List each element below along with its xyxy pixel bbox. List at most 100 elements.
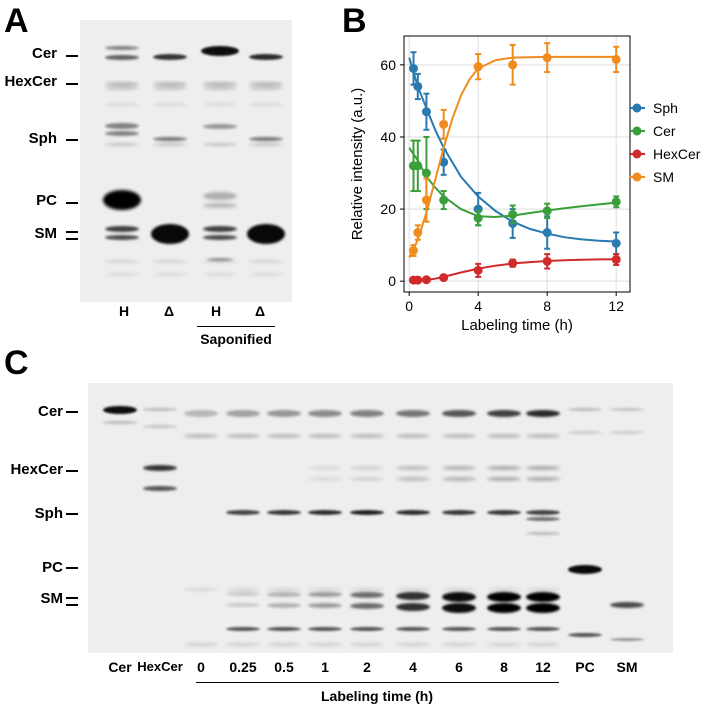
gel-c-band-sph <box>442 510 476 515</box>
gel-a-faint-band <box>153 260 187 263</box>
data-point-cer <box>473 213 483 223</box>
legend-label-sph: Sph <box>653 100 678 116</box>
panel-a-lipid-label-hexcer: HexCer <box>4 73 57 90</box>
legend-marker-cer <box>632 126 642 136</box>
x-axis-label: Labeling time (h) <box>461 317 573 334</box>
gel-c-band-hexcer <box>396 477 430 481</box>
series-line-cer <box>408 147 617 219</box>
gel-c-band-sph <box>396 510 430 515</box>
gel-a-faint-band <box>153 273 187 276</box>
gel-c-band-hexcer <box>308 477 342 481</box>
data-point-sm <box>611 54 621 64</box>
panel-c-gel <box>88 383 673 653</box>
gel-c-faint-band <box>308 588 342 591</box>
panel-c-lipid-tick-sm <box>66 597 78 599</box>
gel-a-faint-band <box>203 143 237 146</box>
gel-c-faint-band <box>184 588 218 591</box>
gel-a-band-sm <box>247 224 285 244</box>
gel-c-faint-band <box>267 643 301 646</box>
gel-a-faint-band <box>203 86 237 90</box>
gel-c-band-bottom <box>308 627 342 631</box>
gel-c-band-sm <box>226 603 260 607</box>
legend-marker-hexcer <box>632 149 642 159</box>
gel-a-faint-band <box>153 86 187 90</box>
gel-c-faint-band <box>350 588 384 591</box>
gel-a-band-sph <box>105 123 139 129</box>
gel-c-band-bottom <box>396 627 430 631</box>
panel-c-letter: C <box>4 344 29 382</box>
panel-c-lane-label-9: 8 <box>500 659 508 675</box>
gel-a-faint-band <box>105 273 139 276</box>
data-point-sm <box>508 60 518 70</box>
gel-a-band-cer <box>105 46 139 50</box>
panel-a-lane-label-0: H <box>118 303 130 319</box>
panel-a-lane-label-2: H <box>210 303 222 319</box>
gel-c-band-sph <box>526 517 560 521</box>
gel-a-band-hexcer <box>249 82 283 86</box>
data-point-sm <box>439 119 449 129</box>
gel-a-faint-band <box>203 103 237 106</box>
data-point-sm <box>542 53 552 63</box>
gel-c-band-sm <box>308 603 342 608</box>
gel-a-band-pc <box>203 203 237 208</box>
panel-a-lipid-label-sm: SM <box>34 225 58 242</box>
y-axis-label: Relative intensity (a.u.) <box>349 88 366 241</box>
panel-a-lipid-tick-sm-2 <box>66 238 78 240</box>
gel-a-band-pc <box>103 190 141 210</box>
panel-c-lipid-tick-hexcer <box>66 470 78 472</box>
data-point-hexcer <box>421 275 431 285</box>
panel-c-lane-label-0: Cer <box>108 659 132 675</box>
gel-c-band-sm <box>226 592 260 596</box>
gel-c-band-sph <box>350 510 384 515</box>
panel-c-lipid-tick-cer <box>66 411 78 413</box>
gel-c-faint-band <box>526 434 560 438</box>
gel-c-band-hexcer <box>350 477 384 481</box>
gel-c-band-sm <box>526 603 560 613</box>
gel-c-band-sm <box>350 592 384 598</box>
gel-c-faint-band <box>143 425 177 428</box>
gel-c-band-sph <box>267 510 301 515</box>
gel-c-faint-band <box>487 588 521 591</box>
gel-c-band-cer <box>350 410 384 417</box>
x-tick-label: 0 <box>405 298 413 314</box>
gel-c-band-hexcer <box>526 477 560 481</box>
gel-a-faint-band <box>249 103 283 106</box>
gel-a-band-sph <box>153 137 187 141</box>
panel-b-chart: 0 4 8 12 0 20 40 60 Labeling time (h) Relative in… <box>349 35 701 334</box>
gel-a-faint-band <box>249 273 283 276</box>
panel-c-lane-label-7: 4 <box>409 659 417 675</box>
panel-a-lipid-label-pc: PC <box>36 192 57 209</box>
labeling-time-bracket-line <box>196 682 559 683</box>
panel-a-letter: A <box>4 2 29 40</box>
gel-c-band-sm-std <box>610 602 644 608</box>
panel-c-lipid-tick-sm-2 <box>66 604 78 606</box>
gel-c-band-sm <box>396 603 430 611</box>
gel-a-band-cer <box>249 54 283 60</box>
y-tick-label: 60 <box>380 57 396 73</box>
panel-a-lipid-tick-pc <box>66 202 78 204</box>
gel-c-band-hexcer-std <box>143 486 177 491</box>
gel-c-band-hexcer <box>396 466 430 470</box>
gel-a-faint-band <box>203 273 237 276</box>
gel-a-faint-band <box>249 260 283 263</box>
gel-c-band-bottom <box>350 627 384 631</box>
gel-c-band-hexcer <box>526 466 560 470</box>
gel-c-faint-band <box>442 643 476 646</box>
gel-c-band-cer <box>308 410 342 417</box>
data-point-sph <box>421 107 431 117</box>
gel-c-band-hexcer <box>308 466 342 470</box>
gel-a-faint-band <box>105 86 139 90</box>
data-point-cer <box>508 209 518 219</box>
legend-marker-sm <box>632 172 642 182</box>
panel-c-lipid-label-sm: SM <box>40 590 64 607</box>
gel-a-faint-band <box>105 103 139 106</box>
panel-c-lipid-tick-pc <box>66 567 78 569</box>
x-tick-label: 12 <box>608 298 624 314</box>
gel-a-band-cer <box>105 55 139 60</box>
gel-c-band-cer <box>442 410 476 417</box>
gel-c-faint-band <box>103 421 137 424</box>
gel-c-band-cer <box>267 410 301 417</box>
legend-label-sm: SM <box>653 169 674 185</box>
gel-c-faint-band <box>184 643 218 646</box>
gel-c-faint-band <box>396 643 430 646</box>
